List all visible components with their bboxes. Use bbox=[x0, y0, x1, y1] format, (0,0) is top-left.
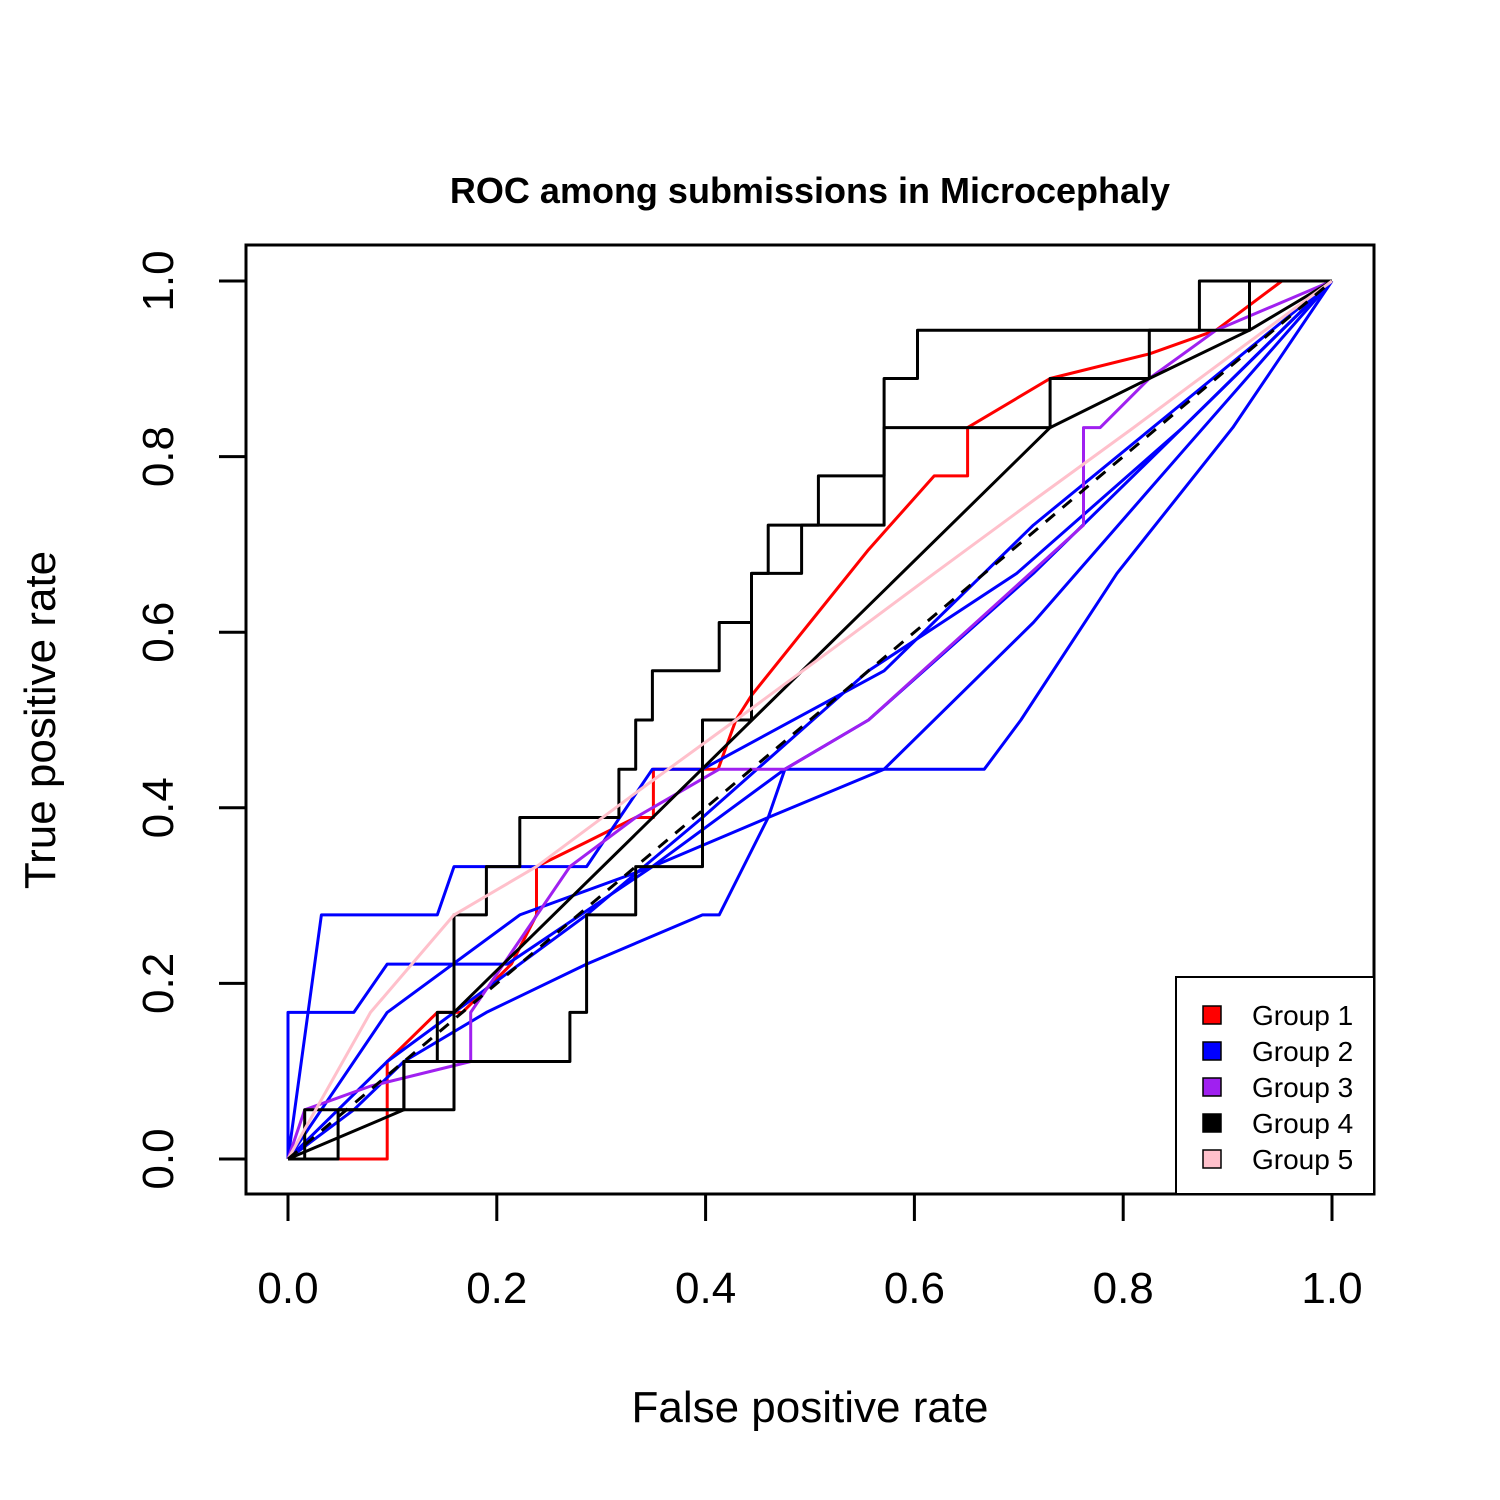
roc-curve-group-3-7 bbox=[286, 279, 1333, 1160]
roc-curve-group-4-10 bbox=[288, 279, 1333, 1161]
x-tick-label: 0.4 bbox=[675, 1264, 736, 1313]
legend-label: Group 5 bbox=[1252, 1144, 1353, 1175]
chart-title: ROC among submissions in Microcephaly bbox=[450, 170, 1170, 211]
x-tick-label: 0.8 bbox=[1093, 1264, 1154, 1313]
legend-label: Group 1 bbox=[1252, 1000, 1353, 1031]
legend-swatch bbox=[1202, 1041, 1222, 1061]
x-tick-label: 0.6 bbox=[884, 1264, 945, 1313]
y-axis: 0.0 0.2 0.4 0.6 0.8 1.0 bbox=[134, 250, 248, 1190]
y-tick-label: 0.2 bbox=[134, 953, 183, 1014]
x-tick-label: 0.0 bbox=[257, 1264, 318, 1313]
legend: Group 1 Group 2 Group 3 Group 4 Group 5 bbox=[1175, 976, 1375, 1195]
y-tick-label: 0.0 bbox=[134, 1128, 183, 1189]
y-tick-label: 1.0 bbox=[134, 250, 183, 311]
roc-curve-group-4-8 bbox=[288, 279, 1332, 1161]
roc-curve-group-2-6 bbox=[286, 280, 1334, 1160]
series-layer bbox=[286, 279, 1334, 1161]
x-axis-label: False positive rate bbox=[631, 1383, 988, 1432]
legend-label: Group 3 bbox=[1252, 1072, 1353, 1103]
legend-label: Group 4 bbox=[1252, 1108, 1353, 1139]
legend-swatch bbox=[1202, 1005, 1222, 1025]
legend-swatch bbox=[1202, 1077, 1222, 1097]
legend-label: Group 2 bbox=[1252, 1036, 1353, 1067]
reference-diagonal-line bbox=[287, 279, 1333, 1161]
y-tick-label: 0.8 bbox=[134, 426, 183, 487]
legend-swatch bbox=[1202, 1149, 1222, 1169]
roc-curve-group-5-11 bbox=[286, 279, 1333, 1160]
x-tick-label: 0.2 bbox=[466, 1264, 527, 1313]
roc-curve-group-4-9 bbox=[287, 279, 1332, 1161]
y-tick-label: 0.4 bbox=[134, 777, 183, 838]
y-axis-label: True positive rate bbox=[16, 551, 65, 889]
y-tick-label: 0.6 bbox=[134, 602, 183, 663]
x-axis: 0.0 0.2 0.4 0.6 0.8 1.0 bbox=[257, 1192, 1363, 1313]
x-tick-label: 1.0 bbox=[1301, 1264, 1362, 1313]
legend-swatch bbox=[1202, 1113, 1222, 1133]
roc-curve-group-2-3 bbox=[286, 280, 1334, 1159]
